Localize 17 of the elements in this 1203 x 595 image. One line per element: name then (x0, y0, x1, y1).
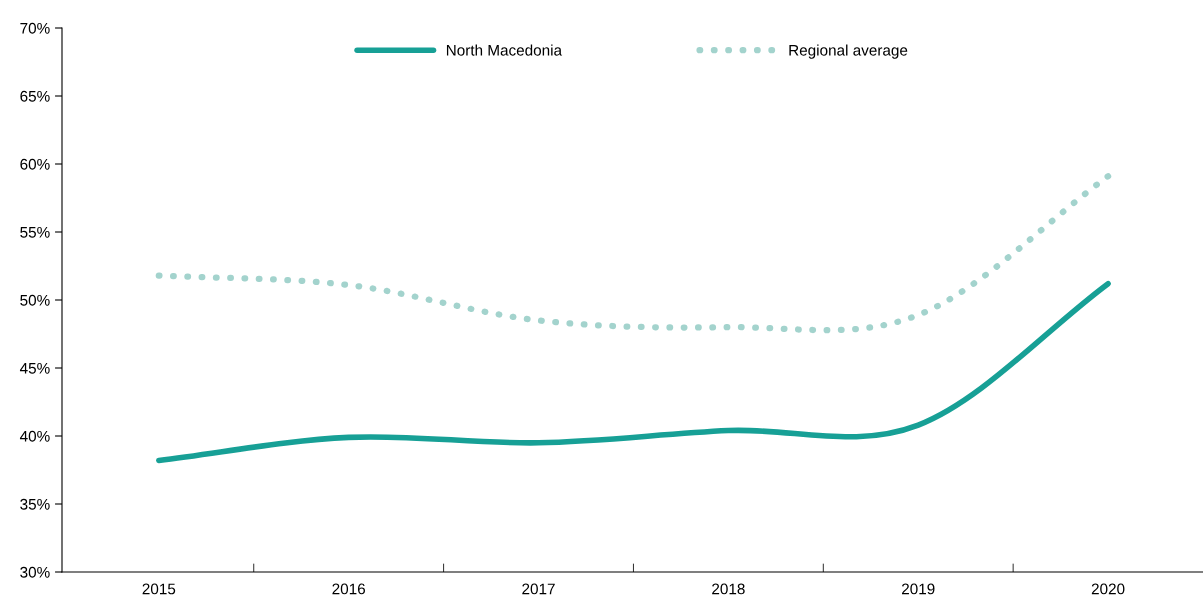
y-tick-label: 60% (20, 158, 50, 170)
x-tick-label: 2020 (1091, 583, 1125, 595)
y-tick-label: 35% (20, 498, 50, 510)
x-tick-label: 2018 (712, 583, 745, 595)
x-tick-label: 2019 (902, 583, 935, 595)
legend-label: Regional average (789, 44, 908, 59)
legend-label: North Macedonia (446, 44, 563, 56)
y-tick-label: 30% (20, 566, 50, 578)
y-tick-label: 70% (20, 22, 50, 34)
y-tick-label: 50% (20, 294, 50, 306)
y-tick-label: 40% (19, 430, 50, 442)
y-tick-label: 45% (19, 362, 50, 374)
x-tick-label: 2016 (332, 583, 365, 595)
y-tick-label: 55% (20, 226, 50, 238)
x-tick-label: 2017 (522, 583, 555, 595)
y-tick-label: 65% (20, 90, 50, 102)
x-tick-label: 2015 (142, 583, 176, 595)
